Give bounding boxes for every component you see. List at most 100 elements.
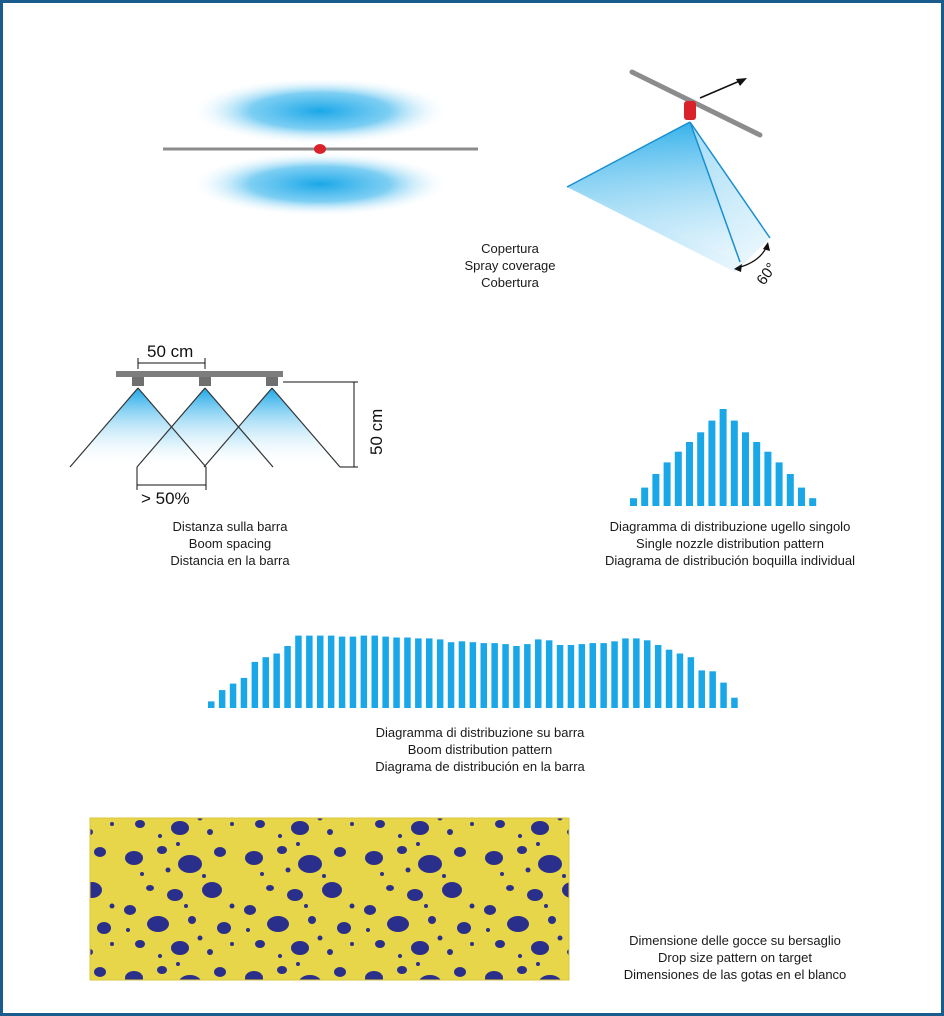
spray-ellipse-bottom	[193, 152, 447, 216]
boom-distribution-bar	[567, 645, 575, 708]
boom-distribution-bar	[524, 644, 531, 708]
boom-distribution-bar	[371, 635, 378, 708]
boom-distribution-bar	[709, 671, 716, 708]
boom-distribution-bar	[633, 638, 640, 708]
caption-line: Distanza sulla barra	[172, 519, 288, 534]
single-nozzle-bar	[630, 498, 637, 506]
single-nozzle-bar	[663, 462, 671, 506]
boom-distribution-bar	[676, 653, 684, 708]
boom-distribution-bar	[360, 635, 368, 708]
boom-distribution-bar	[327, 635, 335, 708]
spacing-caption: Distanza sulla barra Boom spacing Distan…	[110, 518, 350, 569]
boom-distribution-bar	[436, 639, 444, 708]
boom-distribution-bar	[720, 682, 727, 708]
boom-distribution-bar	[262, 657, 269, 708]
spray-ellipse-top	[193, 78, 447, 144]
caption-line: Dimensione delle gocce su bersaglio	[629, 933, 841, 948]
caption-line: Boom spacing	[188, 536, 272, 551]
boom-distribution-bar	[218, 690, 226, 708]
boom-distribution-bar	[404, 637, 411, 708]
boom-distribution-bar	[513, 646, 520, 708]
boom-distribution-bar	[447, 642, 455, 708]
boom-distribution-bar	[306, 635, 313, 708]
boom-distribution-bar	[535, 639, 542, 708]
caption-line: Diagrama de distribución boquilla indivi…	[604, 553, 856, 568]
boom-distribution-bar	[502, 644, 509, 708]
caption-line: Drop size pattern on target	[658, 950, 812, 965]
boom-distribution-bar	[491, 643, 498, 708]
single-pattern-caption: Diagramma di distribuzione ugello singol…	[560, 518, 900, 569]
boom-distribution-bar	[382, 636, 389, 708]
boom-distribution-bar	[589, 643, 596, 708]
boom-distribution-bar	[349, 636, 357, 708]
coverage-top-view	[163, 78, 478, 216]
coverage-caption: Copertura Spray coverage Cobertura	[420, 240, 600, 291]
single-nozzle-bar	[686, 442, 693, 506]
caption-line: Copertura	[481, 241, 539, 256]
boom-distribution-bar	[295, 635, 302, 708]
single-nozzle-bar	[652, 474, 660, 506]
drop-size-image	[89, 817, 570, 981]
boom-distribution-bar	[687, 657, 695, 708]
single-nozzle-bar	[764, 451, 772, 506]
boom-distribution-bar	[458, 641, 466, 708]
boom-distribution-bar	[229, 683, 237, 708]
boom-distribution-bar	[644, 640, 651, 708]
nozzle-3d	[684, 101, 696, 120]
single-nozzle-bar	[641, 487, 649, 506]
boom-distribution-bar	[469, 642, 477, 708]
single-nozzle-bar	[674, 451, 682, 506]
boom-distribution-chart	[208, 635, 738, 708]
boom-distribution-bar	[556, 645, 564, 708]
overlap-label: > 50%	[141, 489, 190, 508]
single-nozzle-bar	[753, 442, 761, 506]
spacing-height-label: 50 cm	[367, 409, 386, 455]
boom-distribution-bar	[611, 641, 618, 708]
boom-distribution-bar	[251, 661, 259, 708]
spacing-width-label: 50 cm	[147, 342, 193, 361]
boom-distribution-bar	[415, 638, 422, 708]
single-nozzle-chart	[630, 409, 817, 506]
single-nozzle-bar	[730, 420, 738, 506]
boom-distribution-bar	[273, 653, 280, 708]
caption-line: Diagrama de distribución en la barra	[375, 759, 585, 774]
caption-line: Diagramma di distribuzione su barra	[375, 725, 585, 740]
boom-distribution-bar	[393, 637, 400, 708]
angle-label: 60°	[753, 260, 780, 288]
single-nozzle-bar	[719, 409, 727, 506]
direction-arrow	[699, 79, 743, 99]
boom-pattern-caption: Diagramma di distribuzione su barra Boom…	[330, 724, 630, 775]
caption-line: Distancia en la barra	[170, 553, 290, 568]
drops-caption: Dimensione delle gocce su bersaglio Drop…	[580, 932, 890, 983]
caption-line: Cobertura	[481, 275, 539, 290]
boom-bar-3d	[629, 69, 763, 138]
caption-line: Dimensiones de las gotas en el blanco	[623, 967, 847, 982]
spacing-fan-3	[204, 388, 340, 467]
boom-distribution-bar	[426, 638, 433, 708]
boom-distribution-bar	[600, 643, 607, 708]
boom-distribution-bar	[665, 649, 673, 708]
single-nozzle-bar	[775, 462, 783, 506]
boom-distribution-bar	[731, 697, 738, 708]
nozzle-marker	[314, 144, 326, 154]
boom-distribution-bar	[578, 644, 586, 708]
single-nozzle-bar	[742, 432, 749, 506]
caption-line: Spray coverage	[464, 258, 556, 273]
single-nozzle-bar	[786, 474, 794, 506]
spacing-nozzle-3	[266, 377, 278, 386]
boom-distribution-bar	[622, 638, 629, 708]
caption-line: Single nozzle distribution pattern	[636, 536, 824, 551]
boom-distribution-bar	[338, 636, 346, 708]
caption-line: Diagramma di distribuzione ugello singol…	[609, 519, 851, 534]
caption-line: Boom distribution pattern	[407, 742, 553, 757]
boom-distribution-bar	[654, 645, 662, 708]
single-nozzle-bar	[708, 420, 716, 506]
boom-distribution-bar	[317, 635, 324, 708]
boom-distribution-bar	[698, 670, 705, 708]
single-nozzle-bar	[798, 487, 805, 506]
spray-cone-front	[567, 122, 740, 262]
boom-distribution-bar	[480, 643, 487, 708]
